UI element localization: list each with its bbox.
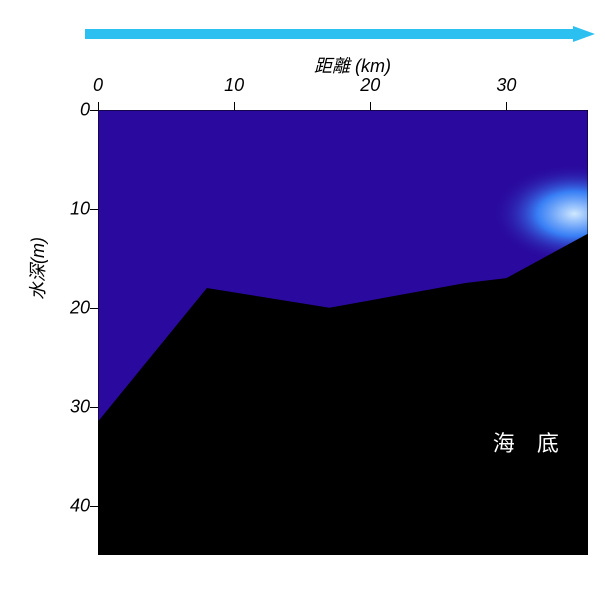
x-tick-mark	[370, 102, 371, 110]
y-tick-label: 30	[60, 396, 90, 417]
y-tick-label: 0	[60, 100, 90, 121]
x-tick-mark	[506, 102, 507, 110]
y-tick-mark	[90, 407, 98, 408]
x-tick-label: 30	[496, 75, 516, 96]
cross-section-chart: 距離 (km) 水深(m) 0 10 20 30 0 10 20 30 40 海 底	[20, 20, 605, 587]
x-tick-mark	[234, 102, 235, 110]
y-tick-label: 40	[60, 495, 90, 516]
x-tick-label: 10	[224, 75, 244, 96]
y-tick-label: 20	[60, 297, 90, 318]
seabed-label: 海 底	[493, 426, 567, 458]
x-axis-label: 距離 (km)	[50, 52, 605, 78]
y-tick-mark	[90, 506, 98, 507]
y-tick-label: 10	[60, 198, 90, 219]
x-tick-mark	[98, 102, 99, 110]
y-tick-mark	[90, 209, 98, 210]
x-tick-label: 0	[93, 75, 103, 96]
y-tick-mark	[90, 308, 98, 309]
direction-arrow	[85, 26, 595, 42]
y-axis-label: 水深(m)	[24, 237, 50, 300]
y-tick-mark	[90, 110, 98, 111]
plot-area: 海 底	[98, 110, 588, 555]
x-tick-label: 20	[360, 75, 380, 96]
